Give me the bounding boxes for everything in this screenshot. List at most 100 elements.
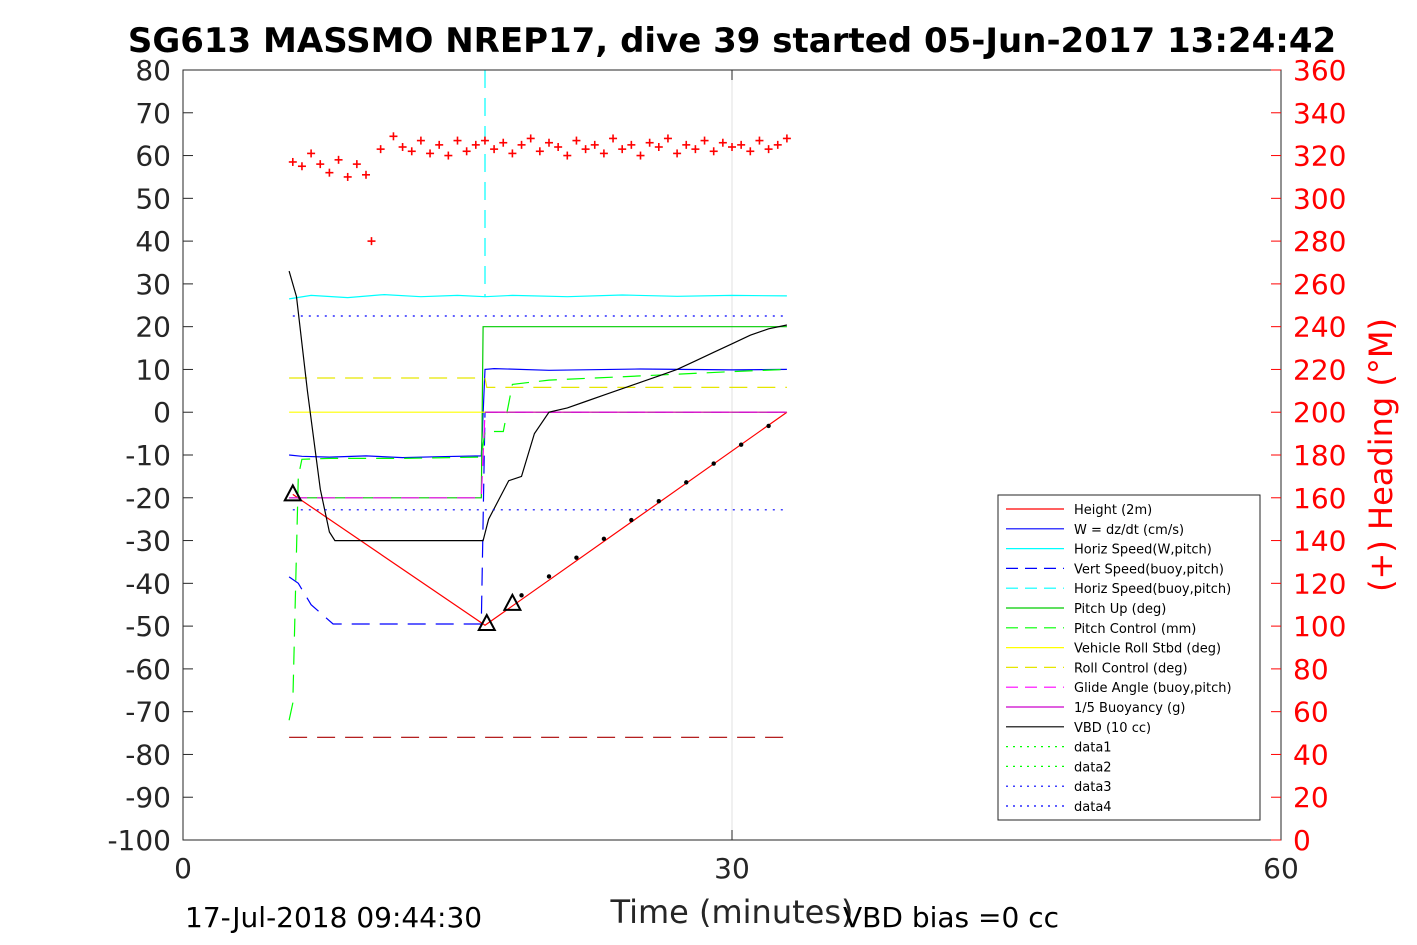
legend-label: data3 xyxy=(1074,780,1112,795)
heading-point xyxy=(453,136,462,145)
heading-point xyxy=(288,157,297,166)
heading-point xyxy=(645,138,654,147)
heading-point xyxy=(618,145,627,154)
heading-point xyxy=(609,134,618,143)
x-tick-label: 30 xyxy=(714,852,750,885)
y-tick-label: -30 xyxy=(125,525,171,558)
heading-point xyxy=(700,136,709,145)
heading-point xyxy=(782,134,791,143)
legend-label: Height (2m) xyxy=(1074,503,1152,518)
y-tick-label: 0 xyxy=(153,396,171,429)
heading-point xyxy=(367,237,376,246)
legend-label: data2 xyxy=(1074,760,1112,775)
heading-point xyxy=(416,136,425,145)
heading-point xyxy=(682,140,691,149)
heading-point xyxy=(398,143,407,151)
heading-point xyxy=(325,168,334,177)
heading-point xyxy=(316,160,325,169)
y2-tick-label: 180 xyxy=(1293,439,1346,472)
heading-point xyxy=(718,138,727,147)
triangle-marker xyxy=(502,592,523,611)
heading-point xyxy=(773,140,782,149)
x-axis-label: Time (minutes) xyxy=(610,893,854,931)
legend-label: 1/5 Buoyancy (g) xyxy=(1074,701,1185,716)
legend-label: Pitch Control (mm) xyxy=(1074,622,1196,637)
legend-label: Horiz Speed(buoy,pitch) xyxy=(1074,582,1231,597)
heading-point xyxy=(654,143,663,151)
heading-point xyxy=(376,145,385,154)
heading-point xyxy=(490,145,499,154)
y2-axis-label: (+) Heading (°M) xyxy=(1362,318,1400,592)
y2-tick-label: 140 xyxy=(1293,525,1346,558)
black-dot-marker xyxy=(766,423,771,429)
heading-point xyxy=(352,160,361,169)
heading-point xyxy=(462,147,471,156)
legend-label: Horiz Speed(W,pitch) xyxy=(1074,543,1212,558)
heading-point xyxy=(297,162,306,171)
footer-vbd-bias: VBD bias =0 cc xyxy=(843,901,1059,934)
series-line-pitch-control-mm xyxy=(288,368,787,721)
y2-tick-label: 280 xyxy=(1293,225,1346,258)
legend-label: Vehicle Roll Stbd (deg) xyxy=(1074,642,1221,657)
y2-tick-label: 100 xyxy=(1293,610,1346,643)
black-dot-marker xyxy=(656,499,661,504)
y2-tick-label: 320 xyxy=(1293,140,1346,173)
y-tick-label: -90 xyxy=(125,781,171,814)
black-dot-marker xyxy=(684,480,689,485)
y-tick-label: -80 xyxy=(125,738,171,771)
legend-label: Glide Angle (buoy,pitch) xyxy=(1074,681,1232,696)
series-line-vbd-10-cc xyxy=(288,270,788,542)
heading-point xyxy=(627,140,636,149)
y-tick-label: -20 xyxy=(125,482,171,515)
legend-label: Pitch Up (deg) xyxy=(1074,602,1166,617)
legend-label: data1 xyxy=(1074,741,1112,756)
y2-tick-label: 40 xyxy=(1293,738,1329,771)
heading-point xyxy=(764,145,773,154)
x-tick-label: 60 xyxy=(1263,852,1299,885)
heading-point xyxy=(636,151,645,160)
heading-point xyxy=(389,132,398,141)
legend: Height (2m) W = dz/dt (cm/s) Horiz Speed(W… xyxy=(997,494,1261,821)
plot-area xyxy=(283,70,791,738)
y2-tick-label: 260 xyxy=(1293,268,1346,301)
y-tick-label: 40 xyxy=(135,225,171,258)
y2-tick-label: 340 xyxy=(1293,97,1346,130)
triangle-marker xyxy=(283,483,303,502)
black-dot-marker xyxy=(574,555,579,560)
heading-point xyxy=(508,149,517,158)
axis-ticks: 0 30 6080706050403020100-10-20-30-40-50-60… xyxy=(107,54,1346,885)
y-tick-label: 80 xyxy=(135,54,171,87)
heading-point xyxy=(572,136,581,145)
footer-timestamp: 17-Jul-2018 09:44:30 xyxy=(185,901,482,934)
y-tick-label: 50 xyxy=(135,182,171,215)
y-tick-label: -100 xyxy=(107,824,171,857)
heading-point xyxy=(517,140,526,149)
heading-point xyxy=(444,151,453,160)
heading-point xyxy=(307,149,316,158)
heading-point xyxy=(581,145,590,154)
y-tick-label: 60 xyxy=(135,140,171,173)
heading-point xyxy=(755,136,764,145)
heading-point xyxy=(563,151,572,160)
legend-label: Vert Speed(buoy,pitch) xyxy=(1074,562,1224,577)
legend-label: W = dz/dt (cm/s) xyxy=(1074,523,1184,538)
y-tick-label: 20 xyxy=(135,311,171,344)
heading-point xyxy=(499,138,508,147)
y-tick-label: -50 xyxy=(125,610,171,643)
heading-point xyxy=(663,134,672,143)
heading-point xyxy=(709,147,718,156)
triangle-marker xyxy=(477,612,497,631)
heading-point xyxy=(535,147,544,156)
heading-point xyxy=(737,140,746,149)
y2-tick-label: 300 xyxy=(1293,182,1346,215)
black-dot-marker xyxy=(629,517,634,523)
heading-point xyxy=(426,149,435,158)
black-dot-marker xyxy=(711,461,716,466)
y2-tick-label: 120 xyxy=(1293,567,1346,600)
heading-point xyxy=(554,143,563,151)
legend-label: Roll Control (deg) xyxy=(1074,661,1188,676)
legend-label: data4 xyxy=(1074,800,1112,815)
y2-tick-label: 60 xyxy=(1293,696,1329,729)
y-tick-label: 10 xyxy=(135,353,171,386)
